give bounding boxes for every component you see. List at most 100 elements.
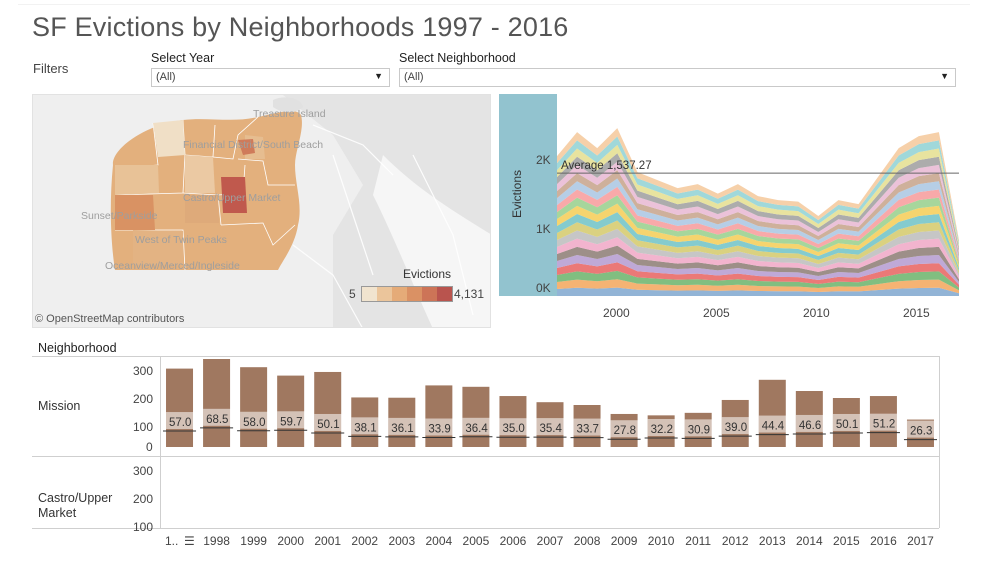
- bar-x-tick: 2009: [606, 534, 643, 548]
- bar-x-tick: 2003: [383, 534, 420, 548]
- frame-top: [18, 4, 970, 5]
- row-label-mission: Mission: [38, 399, 80, 413]
- legend-min: 5: [349, 287, 356, 301]
- map-label: Treasure Island: [253, 108, 326, 120]
- bar-chart[interactable]: 57.0 68.5 58.0 59.7 50.1 38.1 36.1 33.9 36.4 35.0…: [161, 357, 939, 528]
- area-y-tick: 0K: [536, 281, 551, 295]
- legend-title: Evictions: [403, 267, 451, 281]
- bar: [240, 367, 267, 447]
- bar-x-tick: 2017: [902, 534, 939, 548]
- dropdown-arrow-icon: ▼: [374, 71, 383, 81]
- area-x-tick: 2005: [703, 306, 730, 320]
- page-title: SF Evictions by Neighborhoods 1997 - 201…: [32, 12, 569, 43]
- filters-label: Filters: [33, 61, 68, 76]
- map-label: Sunset/Parkside: [81, 210, 158, 222]
- bar-chart-header: Neighborhood: [38, 341, 117, 355]
- bar-x-axis: 1.. 1998 1999 2000 2001 2002 2003 2004 2005 2006 2…: [161, 534, 939, 550]
- avg-label: 33.9: [428, 424, 450, 436]
- avg-label: 59.7: [280, 416, 302, 428]
- legend-swatch: [422, 287, 437, 301]
- year-select-value: (All): [156, 71, 176, 83]
- bar-x-tick: 2000: [272, 534, 309, 548]
- legend-swatch: [437, 287, 452, 301]
- avg-label: 35.4: [540, 423, 563, 435]
- bar-x-tick: 2008: [569, 534, 606, 548]
- map-panel[interactable]: Treasure Island Financial District/South…: [32, 94, 491, 328]
- bar-x-tick: 2007: [531, 534, 568, 548]
- avg-label: 36.4: [465, 423, 488, 435]
- divider: [939, 356, 940, 528]
- map-label: Castro/Upper Market: [183, 192, 281, 204]
- bar-x-tick: 2001: [309, 534, 346, 548]
- bar: [203, 359, 230, 447]
- bar-y-tick: 0: [146, 440, 153, 454]
- avg-label: 46.6: [799, 420, 821, 432]
- bar: [462, 387, 489, 447]
- dropdown-arrow-icon: ▼: [940, 71, 949, 81]
- avg-label: 35.0: [502, 423, 524, 435]
- legend-max: 4,131: [454, 287, 484, 301]
- row-label-castro: Castro/Upper Market: [38, 491, 112, 521]
- area-y-tick: 1K: [536, 222, 551, 236]
- bar-y-tick: 100: [133, 420, 153, 434]
- avg-label: 27.8: [614, 425, 636, 437]
- bar-x-tick: 2004: [420, 534, 457, 548]
- avg-label: 32.2: [651, 424, 673, 436]
- avg-label: 30.9: [688, 424, 710, 436]
- bar-x-tick: 2011: [680, 534, 717, 548]
- legend-swatch: [362, 287, 377, 301]
- legend-swatch: [377, 287, 392, 301]
- bar-y-tick: 200: [133, 492, 153, 506]
- neighborhood-select[interactable]: (All) ▼: [399, 68, 956, 87]
- sort-icon[interactable]: ☰: [184, 534, 195, 548]
- bar-y-tick: 200: [133, 392, 153, 406]
- area-chart[interactable]: Average 1,537.27: [557, 94, 959, 299]
- bar-x-tick: 2015: [828, 534, 865, 548]
- avg-label: 26.3: [910, 426, 932, 438]
- bar-x-tick: 2010: [643, 534, 680, 548]
- neighborhood-select-value: (All): [404, 71, 424, 83]
- avg-label: 39.0: [725, 422, 747, 434]
- map-label: West of Twin Peaks: [135, 234, 227, 246]
- bar: [166, 369, 193, 447]
- bar-x-tick: 2013: [754, 534, 791, 548]
- avg-label: 68.5: [206, 414, 228, 426]
- year-filter-label: Select Year: [151, 51, 214, 65]
- area-y-tick: 2K: [536, 153, 551, 167]
- bar-y-tick: 300: [133, 364, 153, 378]
- bar-x-tick: 1998: [198, 534, 235, 548]
- area-chart-axis-band: [499, 94, 557, 296]
- area-x-tick: 2000: [603, 306, 630, 320]
- avg-label: 36.1: [391, 423, 413, 435]
- legend-swatch: [392, 287, 407, 301]
- avg-label: 51.2: [873, 419, 895, 431]
- area-x-tick: 2010: [803, 306, 830, 320]
- divider: [32, 528, 939, 529]
- bar-x-tick: 2016: [865, 534, 902, 548]
- bar-x-tick: 2002: [346, 534, 383, 548]
- bar: [759, 380, 786, 447]
- reference-line-label: Average 1,537.27: [561, 160, 652, 172]
- area-x-tick: 2015: [903, 306, 930, 320]
- bar-x-tick: 2012: [717, 534, 754, 548]
- neighborhood-filter-label: Select Neighborhood: [399, 51, 516, 65]
- map-label: Oceanview/Merced/Ingleside: [105, 260, 240, 272]
- map-label: Financial District/South Beach: [183, 139, 323, 151]
- year-select[interactable]: (All) ▼: [151, 68, 390, 87]
- avg-label: 44.4: [762, 421, 785, 433]
- bar-x-tick: 2014: [791, 534, 828, 548]
- bar-x-tick: 2006: [494, 534, 531, 548]
- avg-label: 50.1: [317, 419, 339, 431]
- bar-x-tick: 2005: [457, 534, 494, 548]
- map-attribution: © OpenStreetMap contributors: [35, 313, 184, 325]
- avg-label: 50.1: [836, 419, 858, 431]
- bar-x-tick: 1999: [235, 534, 272, 548]
- bar: [314, 372, 341, 447]
- avg-label: 33.7: [577, 424, 599, 436]
- area-y-axis-title: Evictions: [510, 170, 524, 218]
- legend-color-scale: [361, 286, 453, 302]
- bar-y-tick: 100: [133, 520, 153, 534]
- avg-label: 57.0: [169, 417, 191, 429]
- avg-label: 58.0: [243, 417, 265, 429]
